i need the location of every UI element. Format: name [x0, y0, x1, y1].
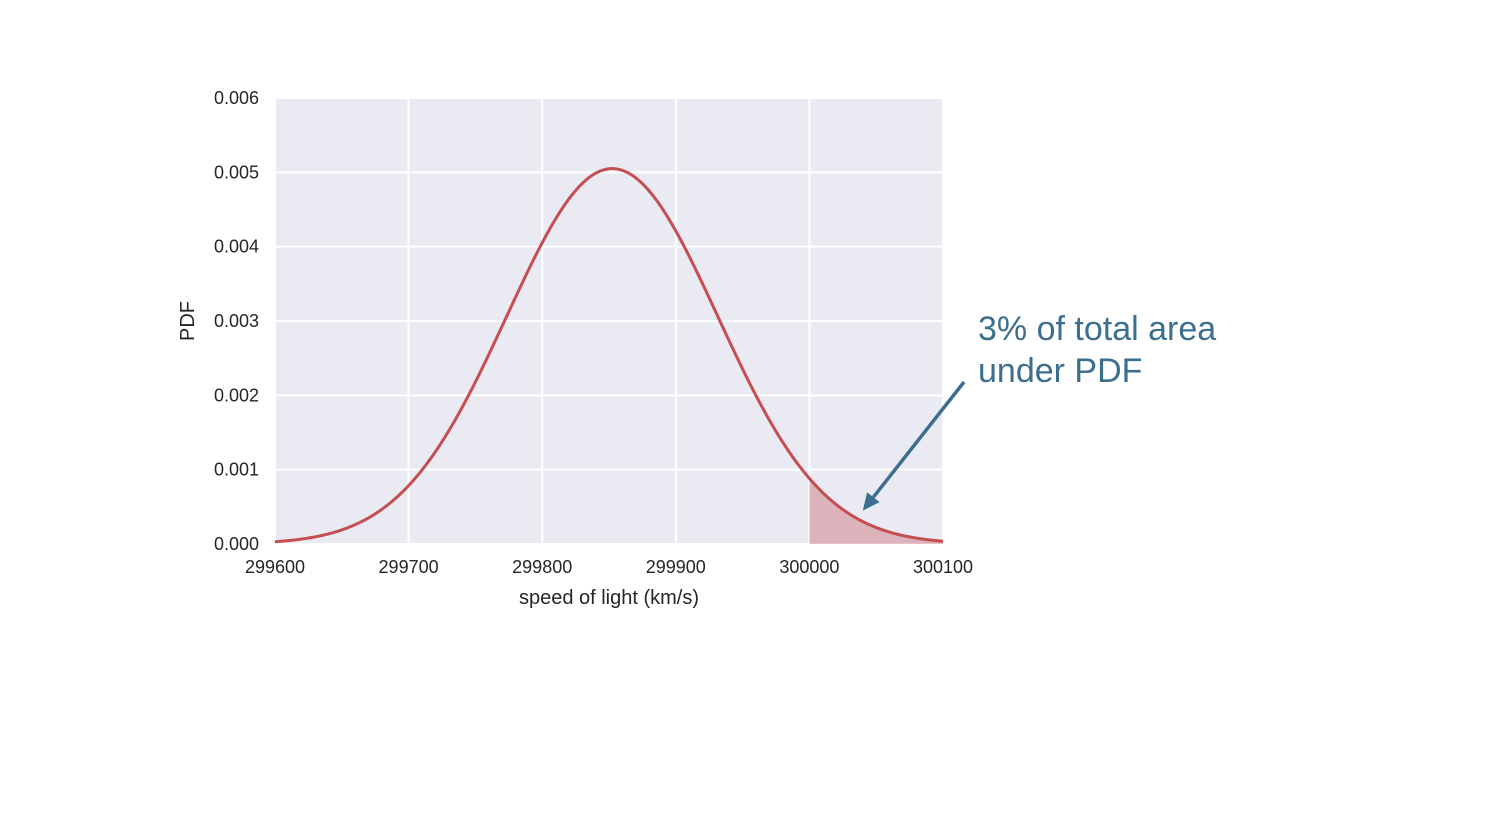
- pdf-curve: [274, 167, 944, 544]
- y-tick-label: 0.001: [214, 460, 259, 480]
- annotation-text-line-2: under PDF: [978, 352, 1142, 390]
- x-tick-label: 300000: [779, 557, 839, 577]
- annotation: 3% of total area under PDF: [862, 310, 1216, 511]
- grid-lines: [274, 97, 944, 545]
- annotation-arrow: [871, 380, 966, 499]
- y-tick-label: 0.000: [214, 534, 259, 554]
- shaded-tail-area: [809, 478, 943, 544]
- x-tick-label: 299800: [512, 557, 572, 577]
- x-tick-label: 300100: [913, 557, 973, 577]
- y-tick-labels: 0.000 0.001 0.002 0.003 0.004 0.005 0.006: [214, 88, 259, 554]
- y-tick-label: 0.005: [214, 162, 259, 182]
- y-tick-label: 0.004: [214, 237, 259, 257]
- annotation-text-line-1: 3% of total area: [978, 310, 1216, 348]
- x-tick-label: 299700: [379, 557, 439, 577]
- x-tick-label: 299600: [245, 557, 305, 577]
- y-tick-label: 0.002: [214, 385, 259, 405]
- y-tick-label: 0.006: [214, 88, 259, 108]
- y-axis-label: PDF: [177, 301, 199, 341]
- y-tick-label: 0.003: [214, 311, 259, 331]
- x-axis-label: speed of light (km/s): [519, 587, 699, 609]
- annotation-arrow-head: [862, 492, 880, 511]
- x-tick-labels: 299600 299700 299800 299900 300000 300100: [245, 557, 973, 577]
- x-tick-label: 299900: [646, 557, 706, 577]
